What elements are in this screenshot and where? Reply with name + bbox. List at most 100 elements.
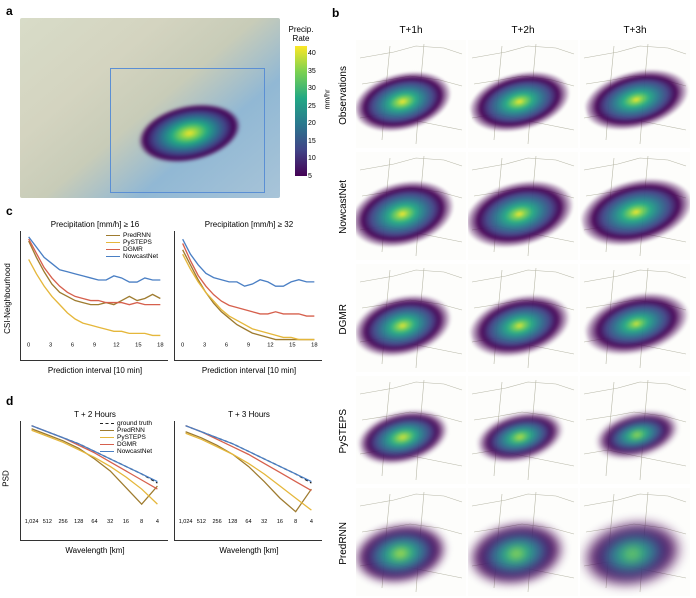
colorbar-tick: 35: [308, 68, 316, 75]
panel-c-left-title: Precipitation [mm/h] ≥ 16: [20, 220, 170, 229]
col-header: T+2h: [468, 25, 578, 36]
colorbar-tick: 25: [308, 103, 316, 110]
panel-c-right: Precipitation [mm/h] ≥ 32 0 3 6 9 12 15 18 Pre…: [174, 220, 324, 375]
panel-d: d PSD T + 2 Hours 1,02451225612864321684…: [6, 394, 330, 574]
svg-text:32: 32: [261, 519, 267, 525]
panel-a: a Precip. Rate 40 35 30 25 20 15 10 5 mm/hr: [6, 4, 330, 204]
legend-item: PredRNN: [100, 427, 152, 434]
panel-a-label: a: [6, 4, 13, 18]
legend-item: DGMR: [100, 441, 152, 448]
legend-item: NowcastNet: [106, 253, 158, 260]
svg-text:512: 512: [43, 519, 52, 525]
legend-item: PredRNN: [106, 232, 158, 239]
panel-d-right-xlabel: Wavelength [km]: [174, 546, 324, 555]
forecast-cell: [356, 264, 466, 372]
svg-text:18: 18: [311, 343, 317, 349]
panel-d-left-title: T + 2 Hours: [20, 410, 170, 419]
forecast-cell: [356, 152, 466, 260]
svg-text:512: 512: [197, 519, 206, 525]
svg-text:6: 6: [225, 343, 228, 349]
colorbar-tick: 30: [308, 85, 316, 92]
svg-text:256: 256: [212, 519, 221, 525]
row-header: PredRNN: [338, 522, 349, 565]
svg-text:1,024: 1,024: [179, 519, 193, 525]
svg-text:6: 6: [71, 343, 74, 349]
panel-c-left-xlabel: Prediction interval [10 min]: [20, 366, 170, 375]
row-header: Observations: [338, 66, 349, 125]
panel-c-label: c: [6, 204, 13, 218]
svg-text:12: 12: [267, 343, 273, 349]
legend-item: NowcastNet: [100, 448, 152, 455]
forecast-cell: [356, 376, 466, 484]
svg-text:256: 256: [58, 519, 67, 525]
panel-d-right: T + 3 Hours 1,02451225612864321684 Wavel…: [174, 410, 324, 555]
svg-text:12: 12: [113, 343, 119, 349]
forecast-cell: [356, 40, 466, 148]
svg-text:1,024: 1,024: [25, 519, 39, 525]
panel-d-label: d: [6, 394, 13, 408]
svg-text:18: 18: [157, 343, 163, 349]
panel-c-right-title: Precipitation [mm/h] ≥ 32: [174, 220, 324, 229]
legend-item: PySTEPS: [106, 239, 158, 246]
panel-b: b T+1hT+2hT+3hObservations NowcastNet: [332, 0, 696, 588]
svg-text:8: 8: [140, 519, 143, 525]
forecast-cell: [580, 40, 690, 148]
svg-text:0: 0: [27, 343, 30, 349]
forecast-cell: [468, 40, 578, 148]
forecast-cell: [468, 152, 578, 260]
col-header: T+1h: [356, 25, 466, 36]
panel-c-right-xlabel: Prediction interval [10 min]: [174, 366, 324, 375]
svg-text:8: 8: [294, 519, 297, 525]
colorbar: Precip. Rate 403530252015105 mm/hr: [278, 26, 324, 196]
panel-d-charts: T + 2 Hours 1,024 512 256 128 64 32 16 8 4 Wavel…: [20, 410, 324, 555]
svg-text:16: 16: [277, 519, 283, 525]
colorbar-title: Precip. Rate: [289, 26, 314, 44]
svg-text:128: 128: [74, 519, 83, 525]
forecast-cell: [356, 488, 466, 596]
legend-item: DGMR: [106, 246, 158, 253]
col-header: T+3h: [580, 25, 690, 36]
colorbar-tick: 15: [308, 138, 316, 145]
legend-item: PySTEPS: [100, 434, 152, 441]
panel-d-legend: ground truthPredRNNPySTEPSDGMRNowcastNet: [100, 420, 152, 455]
svg-text:32: 32: [107, 519, 113, 525]
panel-c: c CSI-Neighbourhood Precipitation [mm/h]…: [6, 204, 330, 394]
row-header: DGMR: [338, 304, 349, 335]
svg-text:9: 9: [93, 343, 96, 349]
colorbar-tick: 40: [308, 50, 316, 57]
figure-root: a Precip. Rate 403530252015105 mm/hr c C…: [0, 0, 696, 588]
forecast-cell: [580, 376, 690, 484]
forecast-cell: [580, 264, 690, 372]
svg-text:3: 3: [203, 343, 206, 349]
colorbar-tick: 10: [308, 155, 316, 162]
svg-text:0: 0: [181, 343, 184, 349]
panel-d-right-title: T + 3 Hours: [174, 410, 324, 419]
svg-text:16: 16: [123, 519, 129, 525]
panel-b-grid: T+1hT+2hT+3h Observations NowcastNet: [332, 22, 692, 598]
forecast-cell: [468, 488, 578, 596]
svg-text:64: 64: [245, 519, 251, 525]
panel-c-right-svg: 0 3 6 9 12 15 18: [174, 231, 322, 361]
row-header: PySTEPS: [338, 409, 349, 453]
overview-map: [20, 18, 280, 198]
panel-c-charts: Precipitation [mm/h] ≥ 16 0 3 6 9 12 15 18 Pre…: [20, 220, 324, 375]
colorbar-tick: 20: [308, 120, 316, 127]
forecast-cell: [580, 152, 690, 260]
legend-item: ground truth: [100, 420, 152, 427]
panel-d-ylabel: PSD: [2, 470, 11, 486]
panel-c-legend: PredRNNPySTEPSDGMRNowcastNet: [106, 232, 158, 260]
panel-c-ylabel: CSI-Neighbourhood: [3, 263, 12, 334]
row-header: NowcastNet: [338, 180, 349, 234]
forecast-cell: [580, 488, 690, 596]
colorbar-unit: mm/hr: [325, 90, 332, 110]
svg-text:9: 9: [247, 343, 250, 349]
colorbar-tick: 5: [308, 173, 316, 180]
svg-text:4: 4: [310, 519, 313, 525]
panel-d-left-xlabel: Wavelength [km]: [20, 546, 170, 555]
svg-text:15: 15: [289, 343, 295, 349]
colorbar-title-1: Precip.: [289, 25, 314, 34]
colorbar-title-2: Rate: [293, 34, 310, 43]
forecast-cell: [468, 264, 578, 372]
zoom-box: [110, 68, 265, 193]
left-column: a Precip. Rate 403530252015105 mm/hr c C…: [0, 0, 332, 588]
